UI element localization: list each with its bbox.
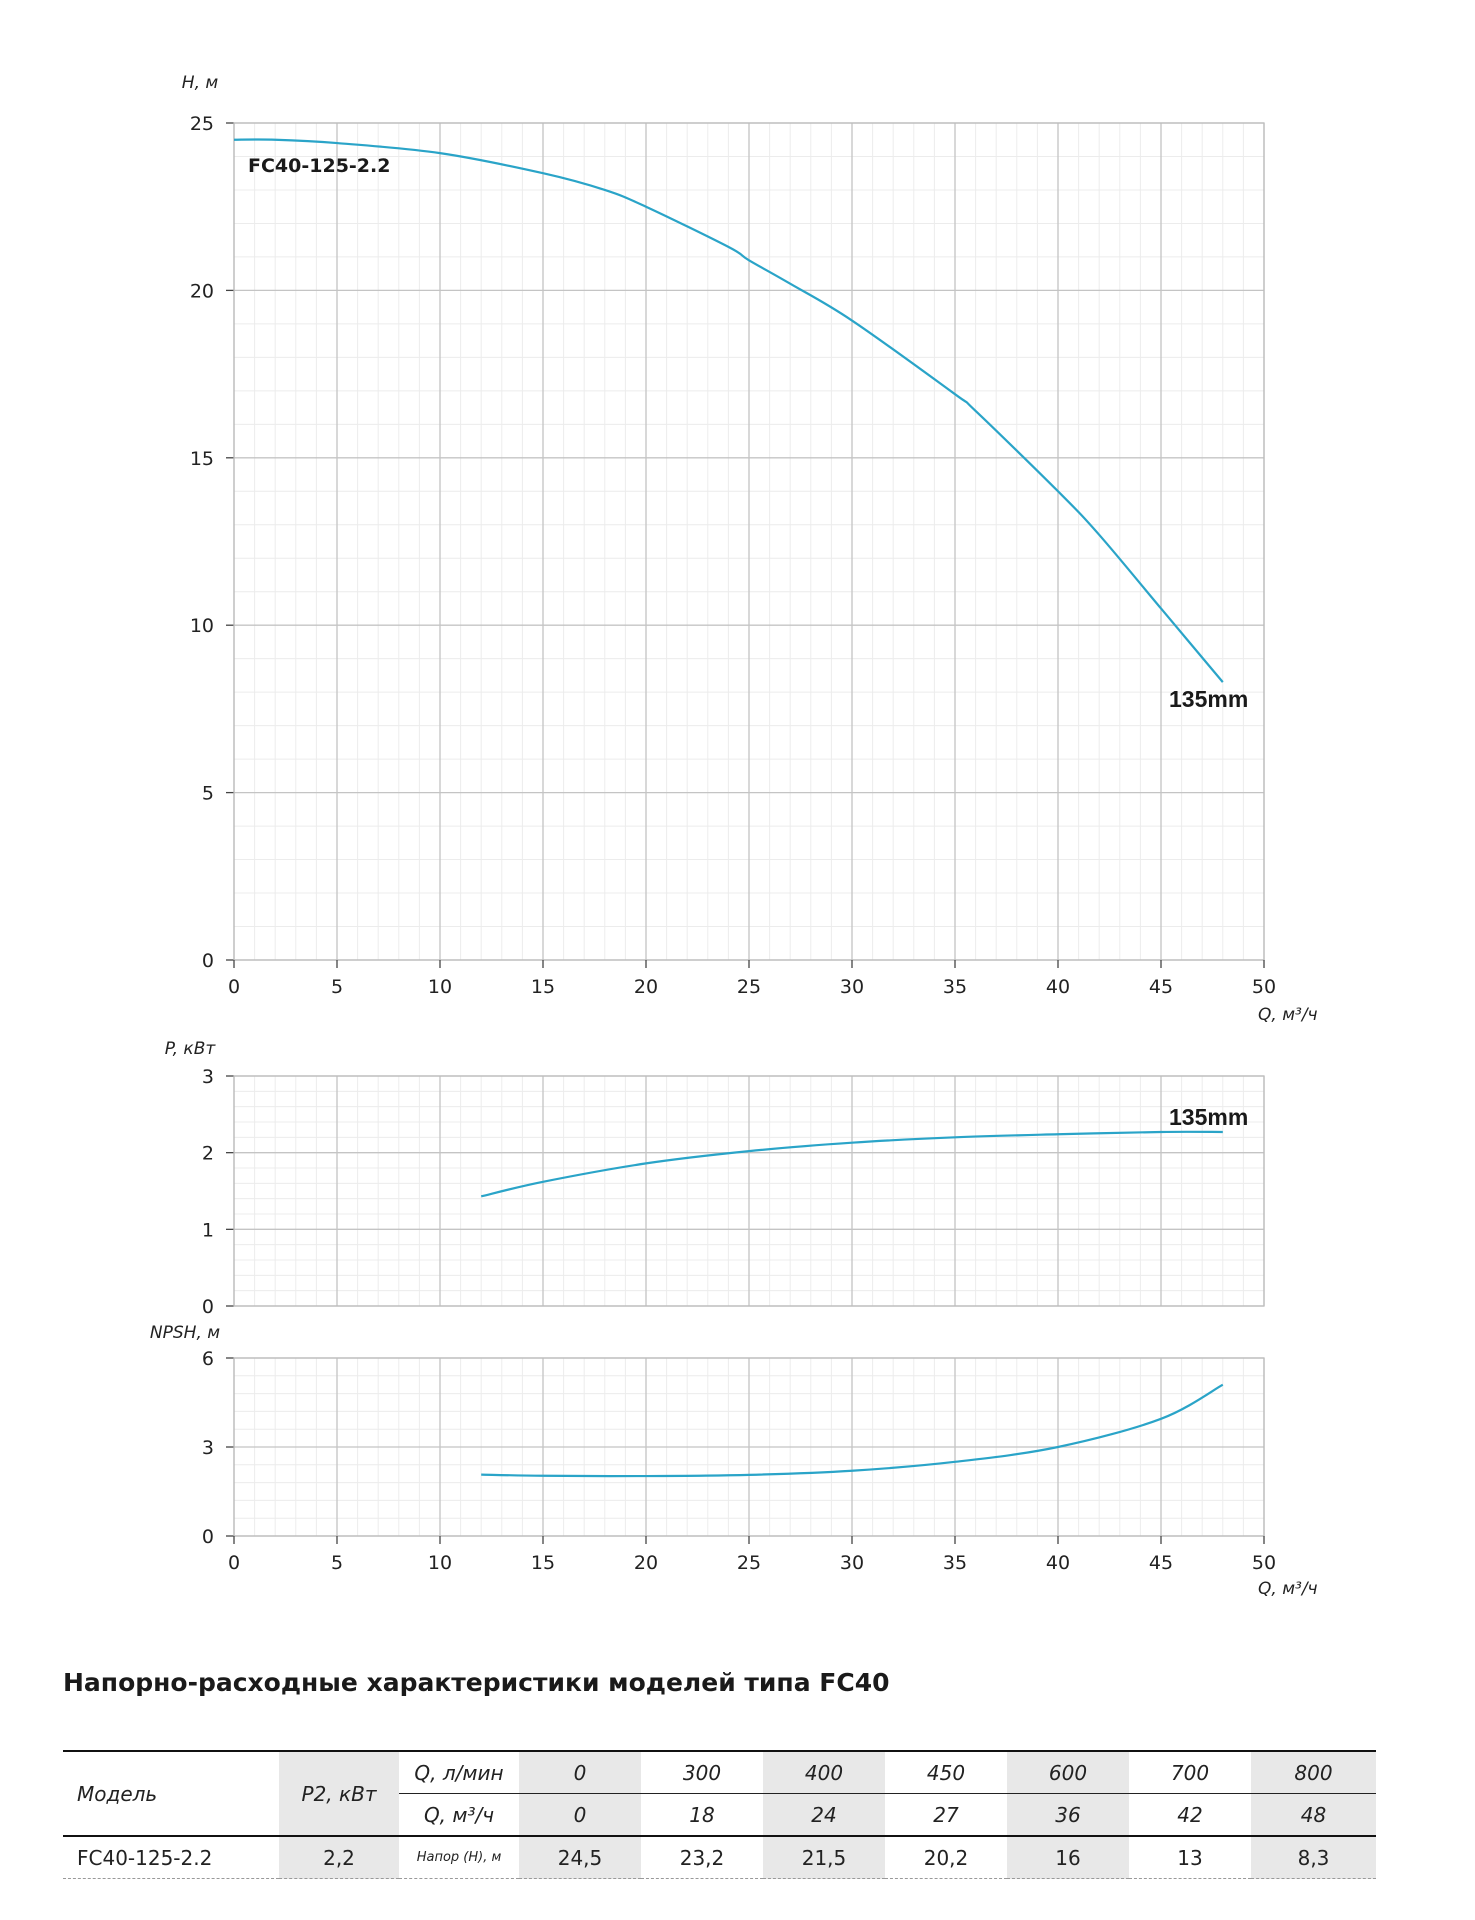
flow-lmin-cell: 0 <box>519 1750 641 1794</box>
table-title: Напорно-расходные характеристики моделей… <box>63 1668 890 1697</box>
flow-lmin-cell: 300 <box>641 1750 763 1794</box>
flow-lmin-label: Q, л/мин <box>399 1750 519 1794</box>
flow-lmin-cell: 800 <box>1251 1750 1376 1794</box>
y-tick-label: 0 <box>202 1296 214 1318</box>
table-header-row-1: Модель P2, кВт Q, л/мин 0 300 400 450 60… <box>63 1750 1376 1836</box>
flow-lmin-cell: 400 <box>763 1750 885 1794</box>
y-axis-label: H, м <box>182 73 219 93</box>
series-line <box>233 138 1224 683</box>
x-tick-label: 25 <box>737 1552 761 1574</box>
y-tick-label: 3 <box>202 1066 214 1088</box>
x-tick-label: 0 <box>228 1552 240 1574</box>
x-tick-label: 45 <box>1149 976 1173 998</box>
series-label: 135mm <box>1169 1104 1248 1130</box>
x-tick-label: 35 <box>943 1552 967 1574</box>
head-cell: 16 <box>1007 1835 1129 1879</box>
x-tick-label: 10 <box>428 976 452 998</box>
x-tick-label: 5 <box>331 976 343 998</box>
y-tick-label: 6 <box>202 1348 214 1370</box>
x-tick-label: 25 <box>737 976 761 998</box>
x-tick-label: 50 <box>1252 976 1276 998</box>
flow-m3h-cell: 18 <box>641 1793 763 1836</box>
series-label: 135mm <box>1169 686 1248 712</box>
x-axis-label: Q, м³/ч <box>1258 1005 1318 1025</box>
flow-lmin-cell: 700 <box>1129 1750 1251 1794</box>
x-tick-label: 15 <box>531 976 555 998</box>
head-cell: 24,5 <box>519 1835 641 1879</box>
x-tick-label: 40 <box>1046 1552 1070 1574</box>
y-tick-label: 1 <box>202 1219 214 1241</box>
x-tick-label: 15 <box>531 1552 555 1574</box>
y-tick-label: 10 <box>190 615 214 637</box>
model-label: FC40-125-2.2 <box>248 155 390 177</box>
table-header-row-2: Q, м³/ч 0 18 24 27 36 42 48 <box>63 1793 1376 1836</box>
x-tick-label: 20 <box>634 1552 658 1574</box>
head-cell: 13 <box>1129 1835 1251 1879</box>
x-tick-label: 0 <box>228 976 240 998</box>
y-tick-label: 0 <box>202 950 214 972</box>
x-axis-label: Q, м³/ч <box>1258 1579 1318 1599</box>
power-header: P2, кВт <box>279 1750 399 1836</box>
y-axis-label: NPSH, м <box>150 1323 220 1343</box>
flow-m3h-cell: 0 <box>519 1793 641 1836</box>
flow-m3h-cell: 42 <box>1129 1793 1251 1836</box>
flow-lmin-cell: 450 <box>885 1750 1007 1794</box>
head-cell: 8,3 <box>1251 1835 1376 1879</box>
series-line <box>480 1130 1223 1198</box>
flow-lmin-cell: 600 <box>1007 1750 1129 1794</box>
y-tick-label: 3 <box>202 1437 214 1459</box>
head-cell: 20,2 <box>885 1835 1007 1879</box>
x-tick-label: 35 <box>943 976 967 998</box>
x-tick-label: 40 <box>1046 976 1070 998</box>
power-cell: 2,2 <box>279 1835 399 1879</box>
flow-m3h-cell: 24 <box>763 1793 885 1836</box>
head-cell: 21,5 <box>763 1835 885 1879</box>
x-tick-label: 30 <box>840 1552 864 1574</box>
series-line <box>481 1383 1224 1478</box>
x-tick-label: 10 <box>428 1552 452 1574</box>
flow-m3h-cell: 36 <box>1007 1793 1129 1836</box>
y-tick-label: 5 <box>202 783 214 805</box>
y-tick-label: 25 <box>190 113 214 135</box>
x-tick-label: 20 <box>634 976 658 998</box>
table-row: FC40-125-2.2 2,2 Напор (Н), м 24,5 23,2 … <box>63 1835 1376 1879</box>
x-tick-label: 45 <box>1149 1552 1173 1574</box>
x-tick-label: 30 <box>840 976 864 998</box>
head-label: Напор (Н), м <box>399 1835 519 1879</box>
y-tick-label: 0 <box>202 1526 214 1548</box>
x-tick-label: 5 <box>331 1552 343 1574</box>
model-header: Модель <box>63 1750 279 1836</box>
flow-m3h-cell: 27 <box>885 1793 1007 1836</box>
y-tick-label: 20 <box>190 280 214 302</box>
performance-table: Модель P2, кВт Q, л/мин 0 300 400 450 60… <box>63 1750 1376 1879</box>
flow-m3h-label: Q, м³/ч <box>399 1793 519 1836</box>
model-cell: FC40-125-2.2 <box>63 1835 279 1879</box>
flow-m3h-cell: 48 <box>1251 1793 1376 1836</box>
head-cell: 23,2 <box>641 1835 763 1879</box>
y-tick-label: 2 <box>202 1143 214 1165</box>
x-tick-label: 50 <box>1252 1552 1276 1574</box>
y-tick-label: 15 <box>190 448 214 470</box>
y-axis-label: P, кВт <box>165 1039 217 1059</box>
plot-frame <box>233 1075 1265 1307</box>
